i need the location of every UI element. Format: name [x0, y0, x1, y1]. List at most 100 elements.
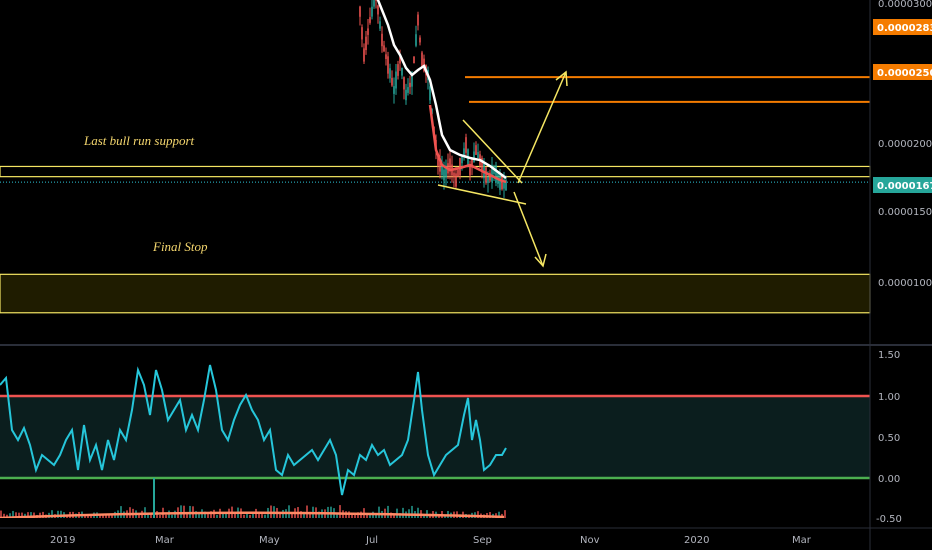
volume-bar [165, 514, 167, 518]
support-zones [0, 165, 871, 314]
volume-bar [84, 514, 86, 518]
candle-body [389, 68, 391, 79]
candle-body [471, 159, 473, 168]
price-tag-last: 0.00001679 [873, 177, 932, 193]
volume-bar [258, 512, 260, 518]
volume-bar [279, 513, 281, 518]
candle-body [499, 174, 501, 190]
candle-body [449, 158, 451, 172]
candle-body [429, 86, 431, 101]
wedge-lower-line [437, 184, 527, 205]
candle-body [401, 67, 403, 76]
candle-body [381, 33, 383, 47]
candle-body [443, 169, 445, 181]
candle-body [391, 77, 393, 86]
ind-tick-150: 1.50 [878, 350, 900, 361]
volume-bar [195, 511, 197, 518]
volume-bar [21, 512, 23, 518]
volume-bar [291, 512, 293, 518]
volume-bar [423, 514, 425, 518]
moving-average-white [376, 0, 507, 179]
wedge-upper-line [462, 119, 523, 184]
candle-body [461, 156, 463, 164]
time-label-sep: Sep [473, 535, 492, 546]
candle-body [421, 52, 423, 68]
volume-bar [411, 505, 413, 518]
volume-bar [246, 512, 248, 518]
volume-bar [375, 514, 377, 518]
volume-bar [99, 514, 101, 518]
volume-bar [60, 510, 62, 518]
candle-body [483, 161, 485, 179]
volume-bar [102, 514, 104, 518]
ind-tick-100: 1.00 [878, 392, 900, 403]
arrow-up-line [517, 71, 567, 184]
candle-body [415, 34, 417, 46]
volume-bar [249, 514, 251, 518]
candle-body [379, 21, 381, 29]
candle-body [413, 56, 415, 64]
volume-bar [42, 511, 44, 518]
candle-body [505, 179, 507, 191]
price-pane: Last bull run support Final Stop [0, 0, 871, 314]
volume-bar [417, 507, 419, 518]
candle-body [377, 5, 379, 15]
volume-bar [243, 514, 245, 518]
time-label-nov: Nov [580, 535, 600, 546]
time-label-mar-2020: Mar [792, 535, 812, 546]
candle-body [395, 71, 397, 89]
volume-bar [336, 514, 338, 518]
time-label-mar: Mar [155, 535, 175, 546]
volume-bar [183, 505, 185, 518]
candle-body [363, 48, 365, 62]
candle-body [387, 56, 389, 74]
price-tag-2505: 0.00002505 [873, 64, 932, 80]
volume-bar [33, 512, 35, 518]
candle-body [481, 157, 483, 173]
volume-bar [3, 513, 5, 518]
time-label-may: May [259, 535, 280, 546]
volume-bar [6, 514, 8, 518]
indicator-band [0, 396, 870, 478]
candle-body [437, 154, 439, 166]
volume-bar [180, 505, 182, 518]
volume-bar [216, 514, 218, 518]
annotation-last-bull-run-support: Last bull run support [83, 133, 195, 148]
volume-bar [504, 510, 506, 518]
volume-bar [378, 506, 380, 518]
volume-bar [57, 510, 59, 518]
svg-text:0.00002833: 0.00002833 [877, 23, 932, 34]
volume-bar [498, 511, 500, 518]
candle-body [371, 6, 373, 17]
volume-bar [252, 512, 254, 518]
candle-body [457, 169, 459, 177]
ind-tick-050: 0.50 [878, 433, 900, 444]
volume-bar [159, 514, 161, 518]
volume-bar [369, 514, 371, 518]
volume-bar [147, 512, 149, 518]
moving-average-red [428, 104, 507, 184]
arrow-down-head [534, 253, 547, 268]
target-lines [465, 76, 870, 103]
volume-bar [234, 513, 236, 518]
candle-body [409, 82, 411, 88]
candle-body [383, 45, 385, 52]
time-label-jul: Jul [365, 535, 378, 546]
volume-bar [393, 514, 395, 518]
candle-body [495, 165, 497, 183]
volume-bar [207, 514, 209, 518]
candle-body [385, 54, 387, 60]
volume-bar [489, 512, 491, 518]
candle-body [405, 89, 407, 101]
candle-body [411, 73, 413, 87]
volume-bar [318, 511, 320, 518]
zone-1 [0, 273, 871, 314]
volume-bar [108, 513, 110, 518]
candle-body [459, 157, 461, 176]
ind-tick-neg050: -0.50 [876, 514, 902, 525]
candle-body [373, 0, 375, 7]
volume-bar [204, 511, 206, 518]
